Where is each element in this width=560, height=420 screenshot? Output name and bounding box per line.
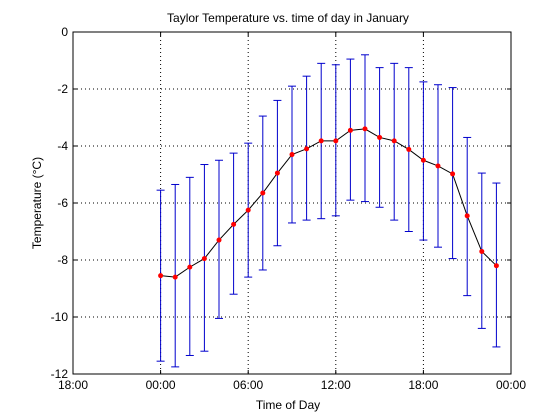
data-point xyxy=(479,248,485,254)
data-point xyxy=(420,157,426,163)
data-point xyxy=(274,170,280,176)
data-point xyxy=(377,134,383,140)
data-point xyxy=(231,221,237,227)
x-tick-label: 18:00 xyxy=(58,378,88,392)
data-point xyxy=(435,163,441,169)
data-point xyxy=(464,213,470,219)
data-point xyxy=(391,138,397,144)
data-point xyxy=(347,127,353,133)
data-point xyxy=(216,237,222,243)
y-tick-label: -4 xyxy=(57,139,68,153)
data-point xyxy=(450,171,456,177)
x-tick-label: 00:00 xyxy=(146,378,176,392)
data-point xyxy=(493,263,499,269)
x-axis-label: Time of Day xyxy=(256,398,320,412)
error-bars xyxy=(156,54,501,368)
axis-ticks: 18:00 00:00 06:00 12:00 18:00 00:00 -12 -10 -8 -6… xyxy=(51,25,527,392)
y-tick-label: -10 xyxy=(51,310,69,324)
data-point xyxy=(289,152,295,158)
y-axis-label: Temperature (°C) xyxy=(30,157,44,249)
data-point xyxy=(318,138,324,144)
data-point xyxy=(304,146,310,152)
chart-title: Taylor Temperature vs. time of day in Ja… xyxy=(167,11,409,25)
y-tick-label: -6 xyxy=(57,196,68,210)
y-tick-label: -8 xyxy=(57,253,68,267)
data-point xyxy=(333,138,339,144)
data-point xyxy=(406,146,412,152)
x-tick-label: 00:00 xyxy=(496,378,526,392)
data-point xyxy=(362,126,368,132)
x-tick-label: 12:00 xyxy=(321,378,351,392)
x-tick-label: 18:00 xyxy=(408,378,438,392)
y-tick-label: 0 xyxy=(61,25,68,39)
mean-line xyxy=(160,128,497,278)
y-tick-label: -12 xyxy=(51,367,69,381)
x-tick-label: 06:00 xyxy=(233,378,263,392)
data-point xyxy=(187,264,193,270)
series-line xyxy=(160,128,497,278)
markers xyxy=(158,126,499,280)
data-point xyxy=(158,273,164,279)
data-point xyxy=(245,207,251,213)
data-point xyxy=(172,274,178,280)
data-point xyxy=(260,190,266,196)
data-point xyxy=(201,256,207,262)
y-tick-label: -2 xyxy=(57,82,68,96)
